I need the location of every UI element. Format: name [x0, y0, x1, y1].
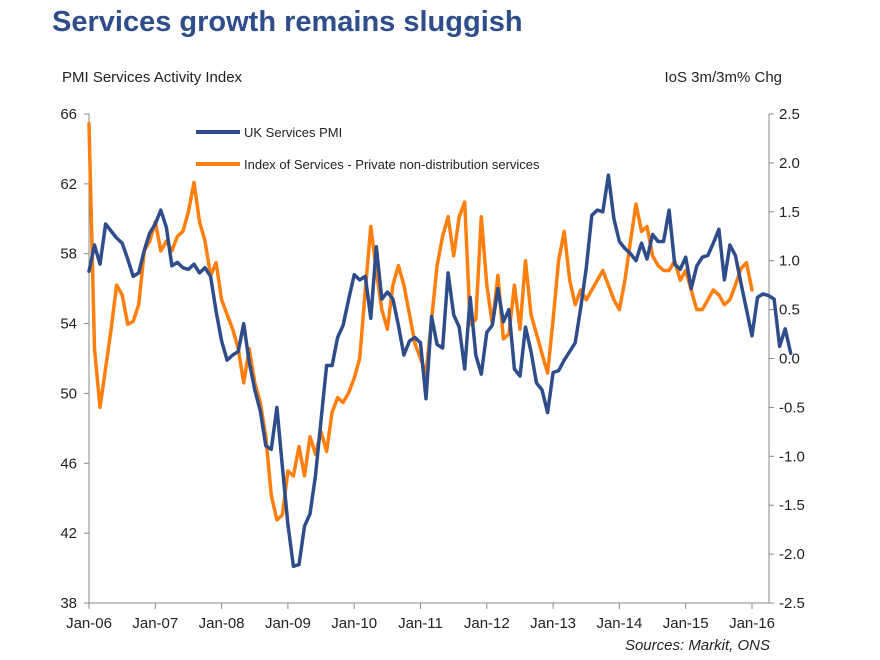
y-right-tick-label: -2.5 [779, 595, 805, 612]
y-left-tick-label: 50 [60, 385, 77, 402]
y-right-tick-label: 0.0 [779, 351, 800, 368]
y-left-tick-label: 58 [60, 246, 77, 263]
x-tick-label: Jan-10 [331, 615, 377, 632]
y-right-tick-label: -0.5 [779, 399, 805, 416]
legend-item-uk-services-pmi-label: UK Services PMI [244, 125, 342, 140]
x-tick-label: Jan-14 [596, 615, 642, 632]
y-right-tick-label: 1.0 [779, 253, 800, 270]
y-right-tick-label: 2.5 [779, 106, 800, 123]
x-tick-label: Jan-16 [729, 615, 775, 632]
y-right-tick-label: -1.5 [779, 497, 805, 514]
x-tick-label: Jan-07 [132, 615, 178, 632]
y-right-tick-label: -1.0 [779, 448, 805, 465]
y-right-tick-label: 2.0 [779, 155, 800, 172]
source-note: Sources: Markit, ONS [624, 637, 770, 654]
y-right-tick-label: 0.5 [779, 302, 800, 319]
chart-title: Services growth remains sluggish [52, 6, 523, 38]
series-line-uk-services-pmi [87, 173, 793, 569]
series-line-index-of-services [87, 122, 754, 522]
legend-item-index-of-services-label: Index of Services - Private non-distribu… [244, 157, 540, 172]
y-left-axis-label: PMI Services Activity Index [62, 69, 243, 86]
y-left-tick-label: 62 [60, 176, 77, 193]
y-right-axis-label: IoS 3m/3m% Chg [664, 69, 782, 86]
x-tick-label: Jan-11 [398, 615, 443, 632]
x-tick-label: Jan-13 [530, 615, 576, 632]
x-tick-label: Jan-15 [663, 615, 709, 632]
y-left-tick-label: 46 [60, 455, 77, 472]
x-tick-label: Jan-12 [464, 615, 510, 632]
y-right-tick-label: 1.5 [779, 204, 800, 221]
y-left-tick-label: 54 [60, 316, 77, 333]
x-tick-label: Jan-06 [66, 615, 112, 632]
y-left-tick-label: 38 [60, 595, 77, 612]
y-left-tick-label: 66 [60, 106, 77, 123]
y-right-tick-label: -2.0 [779, 546, 805, 563]
x-tick-label: Jan-09 [265, 615, 311, 632]
x-tick-label: Jan-08 [199, 615, 245, 632]
y-left-tick-label: 42 [60, 525, 77, 542]
